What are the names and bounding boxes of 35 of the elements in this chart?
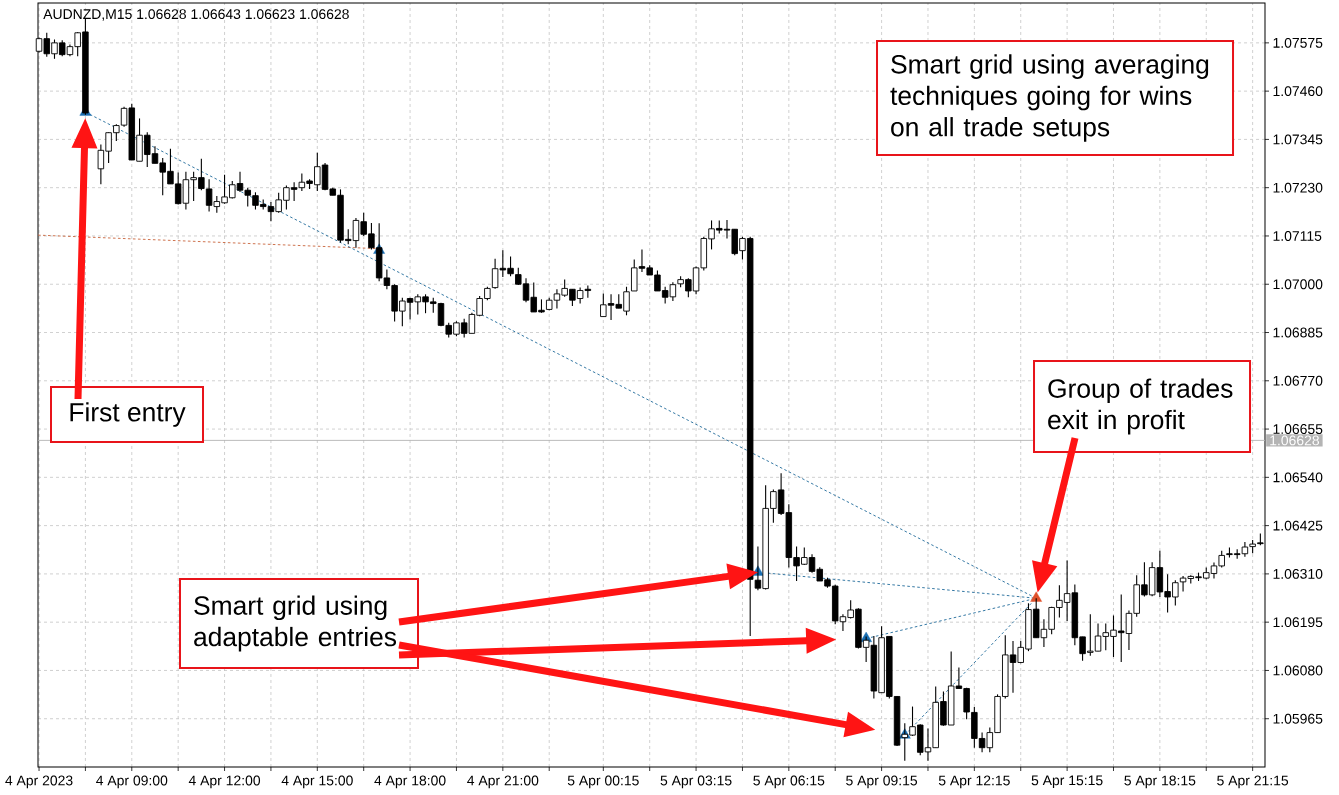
y-tick-label: 1.06770 xyxy=(1273,375,1323,386)
x-tick-label: 5 Apr 12:15 xyxy=(938,775,1010,789)
y-tick-label: 1.07345 xyxy=(1273,134,1323,145)
y-tick-label: 1.07460 xyxy=(1273,86,1323,97)
x-tick-label: 4 Apr 15:00 xyxy=(281,775,353,789)
y-tick-label: 1.06655 xyxy=(1273,424,1323,435)
x-tick-label: 5 Apr 00:15 xyxy=(567,775,639,789)
y-tick-label: 1.06195 xyxy=(1273,617,1323,628)
x-tick-label: 5 Apr 06:15 xyxy=(753,775,825,789)
x-tick-label: 5 Apr 21:15 xyxy=(1217,775,1289,789)
x-tick-label: 5 Apr 03:15 xyxy=(660,775,732,789)
y-tick-label: 1.06080 xyxy=(1273,665,1323,676)
y-tick-label: 1.06885 xyxy=(1273,327,1323,338)
ref-line-label: 1.06628 xyxy=(1270,435,1320,446)
y-tick-label: 1.07575 xyxy=(1273,37,1323,48)
annotation: Smart grid using adaptable entries xyxy=(194,595,397,652)
y-tick-label: 1.06540 xyxy=(1273,472,1323,483)
x-tick-label: 4 Apr 12:00 xyxy=(188,775,261,789)
x-tick-label: 4 Apr 18:00 xyxy=(374,775,446,789)
x-tick-label: 4 Apr 21:00 xyxy=(467,775,539,789)
annotation: Group of trades exit in profit xyxy=(1048,378,1233,435)
annotation: Smart grid using averaging techniques going for wins on all trade setups xyxy=(890,54,1209,142)
x-tick-label: 4 Apr 2023 xyxy=(5,775,73,789)
y-tick-label: 1.07115 xyxy=(1273,231,1322,241)
y-tick-label: 1.05965 xyxy=(1273,713,1323,724)
y-tick-label: 1.06425 xyxy=(1273,520,1323,531)
y-tick-label: 1.06310 xyxy=(1273,568,1323,579)
y-tick-label: 1.07000 xyxy=(1273,279,1323,290)
x-tick-label: 4 Apr 09:00 xyxy=(96,775,168,789)
chart-title: AUDNZD,M15 1.06628 1.06643 1.06623 1.06628 xyxy=(43,9,349,21)
x-tick-label: 5 Apr 09:15 xyxy=(846,775,918,789)
annotation: First entry xyxy=(70,402,186,427)
x-tick-label: 5 Apr 15:15 xyxy=(1031,775,1103,789)
x-tick-label: 5 Apr 18:15 xyxy=(1124,775,1196,789)
y-tick-label: 1.07230 xyxy=(1273,182,1323,193)
